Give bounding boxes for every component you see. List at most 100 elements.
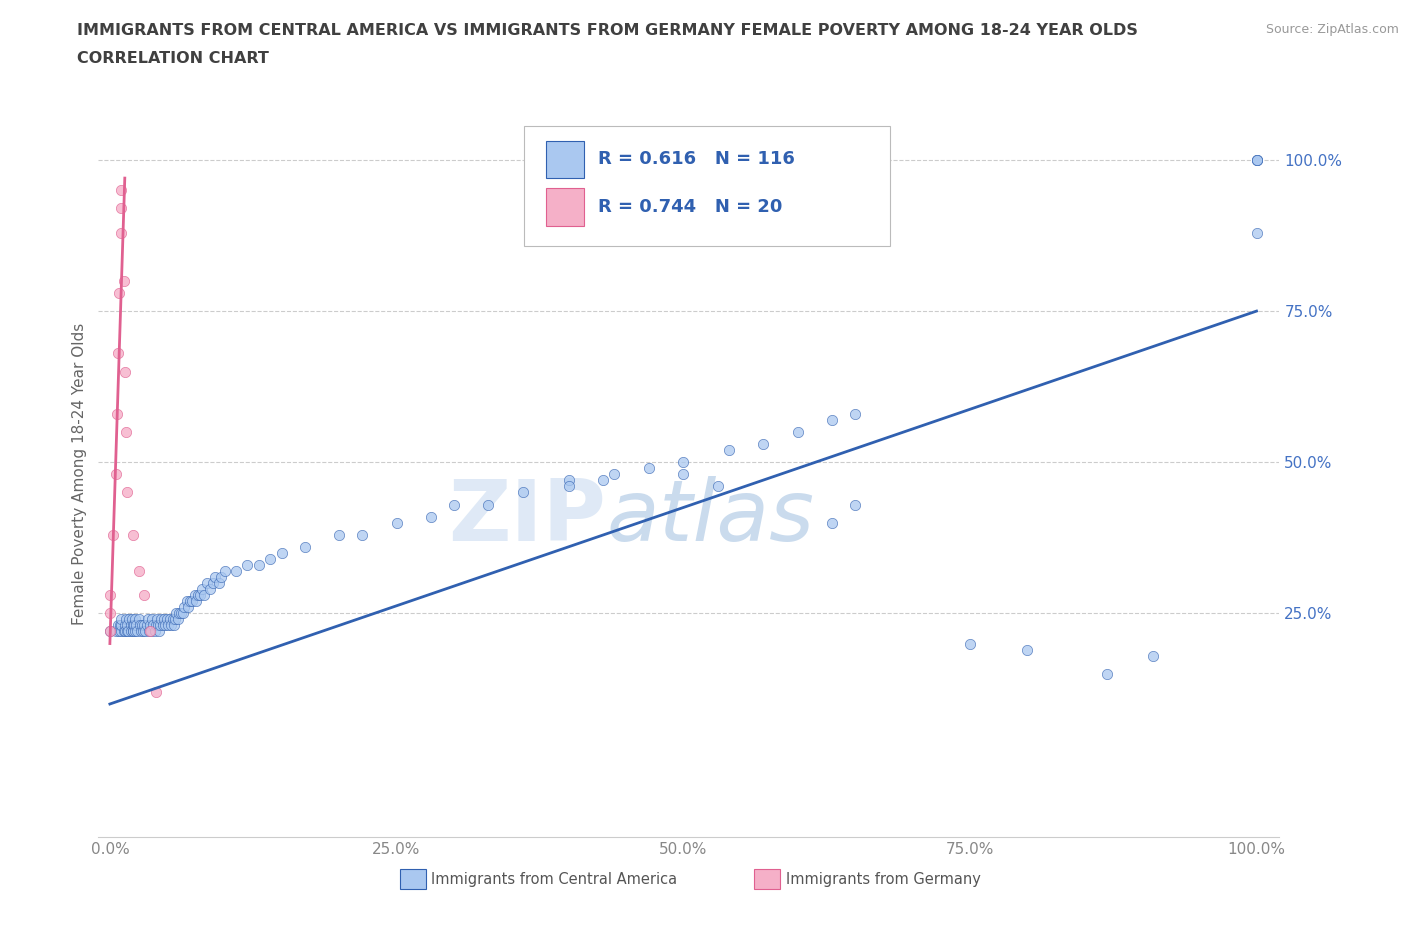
Point	[259, 551, 281, 566]
Point	[352, 527, 374, 542]
Point	[124, 612, 146, 627]
Point	[557, 479, 579, 494]
Point	[108, 618, 131, 633]
Point	[138, 624, 160, 639]
Point	[104, 624, 127, 639]
Point	[786, 425, 808, 440]
Point	[165, 612, 187, 627]
Point	[557, 473, 579, 488]
Point	[110, 183, 132, 198]
Point	[157, 618, 180, 633]
Point	[150, 612, 173, 627]
Text: Immigrants from Central America: Immigrants from Central America	[432, 871, 678, 886]
Point	[443, 498, 465, 512]
Text: atlas: atlas	[606, 476, 814, 559]
Point	[179, 594, 201, 609]
Point	[107, 618, 129, 633]
Point	[163, 618, 186, 633]
Point	[128, 612, 150, 627]
Point	[108, 624, 131, 639]
Point	[202, 576, 225, 591]
Point	[146, 618, 169, 633]
Point	[129, 624, 152, 639]
Point	[115, 612, 138, 627]
Point	[165, 606, 187, 621]
Point	[121, 612, 143, 627]
Point	[177, 600, 200, 615]
Text: R = 0.616   N = 116: R = 0.616 N = 116	[598, 151, 794, 168]
Point	[195, 576, 218, 591]
Point	[1246, 153, 1268, 167]
Point	[120, 624, 142, 639]
Point	[121, 624, 143, 639]
FancyBboxPatch shape	[546, 140, 583, 179]
Point	[115, 618, 138, 633]
Point	[236, 558, 259, 573]
Point	[187, 588, 209, 603]
Point	[512, 485, 534, 500]
Point	[1246, 153, 1268, 167]
Point	[225, 564, 247, 578]
Point	[139, 618, 162, 633]
Point	[592, 473, 614, 488]
FancyBboxPatch shape	[754, 869, 780, 889]
Point	[959, 636, 981, 651]
Point	[159, 612, 181, 627]
Point	[134, 624, 156, 639]
Point	[98, 606, 121, 621]
Point	[114, 365, 136, 379]
Point	[149, 618, 172, 633]
Point	[152, 612, 174, 627]
Point	[107, 346, 129, 361]
Point	[110, 612, 132, 627]
Point	[114, 624, 136, 639]
Point	[159, 618, 181, 633]
Point	[141, 612, 163, 627]
Point	[1246, 153, 1268, 167]
Point	[752, 437, 775, 452]
Point	[844, 498, 866, 512]
Point	[110, 618, 132, 633]
Point	[121, 527, 143, 542]
Text: ZIP: ZIP	[449, 476, 606, 559]
Point	[637, 461, 659, 476]
Point	[142, 618, 165, 633]
Point	[98, 588, 121, 603]
Point	[118, 612, 141, 627]
Point	[172, 606, 194, 621]
Point	[270, 545, 292, 560]
Point	[124, 624, 146, 639]
Point	[170, 606, 193, 621]
Point	[176, 594, 198, 609]
Point	[153, 618, 176, 633]
Point	[143, 624, 166, 639]
Point	[114, 618, 136, 633]
Point	[204, 569, 226, 585]
Point	[1017, 643, 1039, 658]
Point	[166, 612, 188, 627]
Point	[294, 539, 316, 554]
Point	[128, 618, 150, 633]
Text: Source: ZipAtlas.com: Source: ZipAtlas.com	[1265, 23, 1399, 36]
Point	[131, 618, 153, 633]
Point	[208, 576, 231, 591]
Point	[134, 588, 156, 603]
Point	[148, 624, 170, 639]
Point	[706, 479, 728, 494]
Point	[121, 618, 143, 633]
Point	[385, 515, 408, 530]
Point	[184, 594, 207, 609]
Point	[98, 624, 121, 639]
Point	[672, 455, 695, 470]
Point	[209, 569, 232, 585]
Point	[821, 413, 844, 428]
Point	[104, 467, 127, 482]
Text: IMMIGRANTS FROM CENTRAL AMERICA VS IMMIGRANTS FROM GERMANY FEMALE POVERTY AMONG : IMMIGRANTS FROM CENTRAL AMERICA VS IMMIG…	[77, 23, 1139, 38]
Point	[1246, 225, 1268, 240]
Point	[173, 600, 195, 615]
Point	[162, 612, 184, 627]
Point	[117, 624, 139, 639]
Point	[115, 485, 138, 500]
Point	[108, 286, 131, 300]
Point	[141, 624, 163, 639]
